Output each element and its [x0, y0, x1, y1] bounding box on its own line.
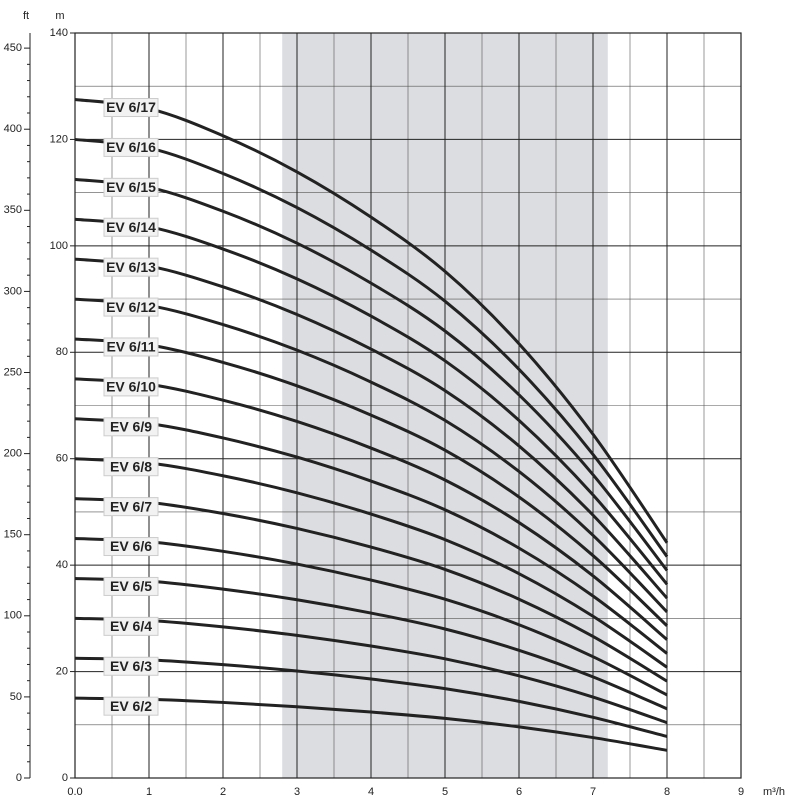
curve-label-box — [103, 656, 159, 676]
y2-tick-label: 350 — [4, 204, 22, 216]
y-tick-label: 80 — [56, 346, 68, 358]
y2-tick-label: 300 — [4, 285, 22, 297]
y2-tick-label: 400 — [4, 123, 22, 135]
x-unit: m³/h — [763, 786, 785, 798]
pump-curve — [74, 616, 668, 725]
x-tick-label: 5 — [442, 786, 448, 798]
y2-tick-label: 450 — [4, 42, 22, 54]
curve-label-box — [103, 537, 159, 557]
y2-tick-label: 50 — [10, 691, 22, 703]
curve-label: EV 6/4 — [110, 618, 152, 634]
pump-curve — [74, 537, 668, 697]
curve-label-box — [103, 177, 159, 197]
y2-unit: ft — [23, 10, 29, 22]
y2-tick-label: 0 — [16, 772, 22, 784]
curve-label-box — [103, 497, 159, 517]
y-tick-label: 40 — [56, 559, 68, 571]
curve-label-box — [103, 98, 159, 118]
curve-label: EV 6/16 — [106, 139, 156, 155]
pump-curve — [74, 177, 669, 572]
curve-label: EV 6/9 — [110, 419, 152, 435]
y-tick-label: 140 — [50, 27, 68, 39]
plot-frame — [74, 32, 742, 779]
y2-tick-label: 100 — [4, 610, 22, 622]
x-tick-label: 2 — [220, 786, 226, 798]
y2-tick-label: 150 — [4, 529, 22, 541]
curve-label-box — [103, 257, 159, 277]
x-tick-label: 3 — [294, 786, 300, 798]
x-tick-label: 6 — [516, 786, 522, 798]
y-tick-label: 60 — [56, 453, 68, 465]
x-tick-label: 1 — [146, 786, 152, 798]
pump-curve — [74, 337, 669, 627]
curve-label: EV 6/17 — [106, 99, 156, 115]
pump-curve — [74, 257, 669, 600]
curve-label: EV 6/8 — [110, 458, 152, 474]
pump-curve — [74, 217, 669, 586]
y2-tick-label: 250 — [4, 366, 22, 378]
pump-curve — [74, 98, 669, 544]
pump-curve — [74, 656, 668, 738]
curve-label: EV 6/5 — [110, 578, 152, 594]
y-unit: m — [55, 10, 64, 22]
y-tick-label: 120 — [50, 133, 68, 145]
pump-curve — [74, 297, 669, 614]
y2-tick-label: 200 — [4, 448, 22, 460]
curve-label-box — [103, 377, 159, 397]
y-tick-label: 20 — [56, 665, 68, 677]
curve-label: EV 6/12 — [106, 299, 156, 315]
curve-label: EV 6/3 — [110, 658, 152, 674]
curve-label: EV 6/13 — [106, 259, 156, 275]
x-tick-label: 4 — [368, 786, 374, 798]
y-tick-label: 0 — [62, 772, 68, 784]
curve-label-box — [103, 217, 159, 237]
y-tick-label: 100 — [50, 240, 68, 252]
curve-label-box — [103, 137, 159, 157]
curve-label-box — [103, 297, 159, 317]
curve-label-box — [103, 576, 159, 596]
pump-curve — [74, 417, 668, 655]
x-tick-label: 7 — [590, 786, 596, 798]
curve-label: EV 6/14 — [106, 219, 156, 235]
x-tick-label: 0.0 — [67, 786, 82, 798]
curve-label-box — [103, 457, 159, 477]
pump-curve — [74, 137, 669, 558]
curve-label-box — [103, 337, 159, 357]
curve-label: EV 6/7 — [110, 498, 152, 514]
pump-curve — [74, 497, 668, 683]
pump-curve — [74, 377, 668, 641]
curve-label: EV 6/11 — [106, 339, 155, 355]
pump-curve — [74, 457, 668, 669]
x-tick-label: 9 — [738, 786, 744, 798]
curve-label: EV 6/15 — [106, 179, 156, 195]
curve-label-box — [103, 417, 159, 437]
curve-label: EV 6/2 — [110, 698, 152, 714]
curve-label: EV 6/6 — [110, 538, 152, 554]
x-tick-label: 8 — [664, 786, 670, 798]
pump-curve — [74, 576, 668, 711]
curve-label: EV 6/10 — [106, 379, 156, 395]
pump-curve — [74, 696, 668, 752]
curve-label-box — [103, 616, 159, 636]
curve-label-box — [103, 696, 159, 716]
